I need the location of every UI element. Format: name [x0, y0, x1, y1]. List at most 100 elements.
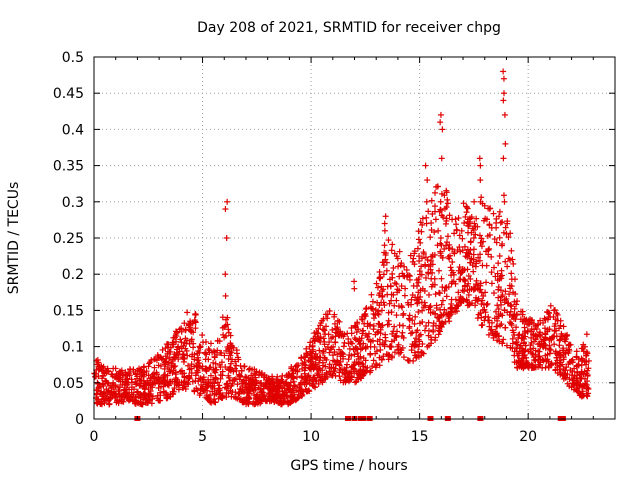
data-point [339, 351, 346, 358]
data-point [329, 372, 336, 379]
data-point [242, 373, 249, 380]
data-point [224, 344, 231, 351]
data-point [361, 312, 368, 319]
data-point [498, 267, 505, 274]
data-point [360, 355, 367, 362]
data-point [505, 300, 512, 307]
data-point [185, 322, 192, 329]
data-point [393, 334, 400, 341]
data-point [172, 363, 179, 370]
data-point [428, 340, 435, 347]
x-tick-label: 20 [519, 429, 537, 445]
data-point [547, 302, 554, 309]
data-point [389, 353, 396, 360]
data-point [573, 381, 580, 388]
data-point [349, 340, 356, 347]
data-point [100, 389, 107, 396]
data-point [553, 354, 560, 361]
data-point [213, 375, 220, 382]
data-point [346, 352, 353, 359]
data-point [389, 330, 396, 337]
data-point [326, 365, 333, 372]
data-point [352, 345, 359, 352]
data-point [371, 315, 378, 322]
data-point [421, 288, 428, 295]
data-point [413, 329, 420, 336]
data-point [351, 351, 358, 358]
data-point [432, 337, 439, 344]
data-point [331, 368, 338, 375]
data-point [449, 216, 456, 223]
data-point [150, 379, 157, 386]
data-point [416, 338, 423, 345]
data-point [417, 271, 424, 278]
data-point [289, 397, 296, 404]
data-point [365, 330, 372, 337]
data-point [388, 309, 395, 316]
data-point [443, 189, 450, 196]
data-point [314, 336, 321, 343]
data-point [246, 365, 253, 372]
data-point [574, 368, 581, 375]
data-point [449, 259, 456, 266]
data-point [551, 341, 558, 348]
data-point [223, 235, 230, 241]
data-point [287, 394, 294, 401]
data-point [123, 376, 130, 383]
data-point [407, 330, 414, 337]
data-point [216, 382, 223, 389]
data-point [256, 369, 263, 376]
data-point [573, 348, 580, 355]
data-point [557, 371, 564, 378]
data-point [461, 243, 468, 250]
data-point [510, 289, 517, 296]
data-point [424, 343, 431, 350]
data-point [478, 322, 485, 329]
data-point [156, 378, 163, 385]
data-point [285, 371, 292, 378]
data-point [567, 367, 574, 374]
data-point [510, 260, 517, 267]
data-point [222, 206, 229, 213]
data-point [504, 220, 511, 227]
data-point [369, 363, 376, 370]
data-point [385, 317, 392, 324]
data-point [540, 357, 547, 364]
data-point [503, 342, 510, 349]
data-point [387, 282, 394, 289]
data-point [142, 396, 149, 403]
data-point [360, 340, 367, 347]
data-point [545, 358, 552, 365]
data-point [107, 394, 114, 401]
data-point [301, 367, 308, 374]
data-point [435, 327, 442, 334]
data-point [286, 382, 293, 389]
data-point [381, 242, 388, 249]
data-point [293, 374, 300, 381]
y-tick-label: 0.15 [53, 303, 84, 319]
data-point [486, 323, 493, 330]
data-point [556, 325, 563, 332]
data-point [184, 309, 191, 316]
data-point [99, 375, 106, 382]
data-point [317, 376, 324, 383]
data-point [384, 321, 391, 328]
data-point [315, 380, 322, 387]
data-point [419, 221, 426, 228]
data-point [186, 375, 193, 382]
data-point [334, 358, 341, 365]
data-point [312, 377, 319, 384]
data-point [542, 341, 549, 348]
data-point [142, 380, 149, 387]
data-point [498, 321, 505, 328]
data-point [184, 352, 191, 359]
data-point [418, 228, 425, 235]
data-point [298, 386, 305, 393]
data-point [287, 383, 294, 390]
data-point [480, 238, 487, 245]
data-point [401, 263, 408, 270]
data-point [258, 379, 265, 386]
data-point [379, 292, 386, 299]
data-point [217, 372, 224, 379]
data-point [336, 369, 343, 376]
